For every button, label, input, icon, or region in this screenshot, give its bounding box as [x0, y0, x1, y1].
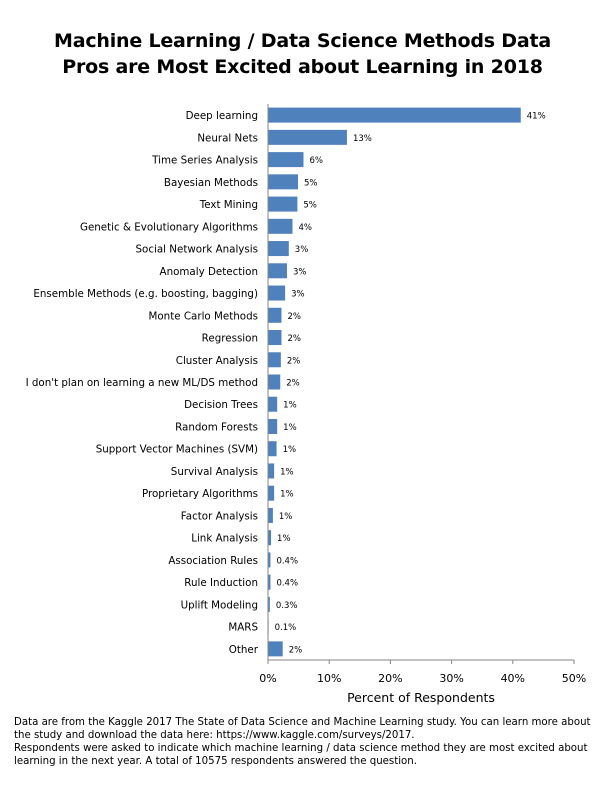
category-label: Time Series Analysis [151, 155, 258, 167]
category-label: Social Network Analysis [136, 244, 259, 256]
bar [268, 352, 281, 368]
category-label: Uplift Modeling [181, 599, 258, 611]
bar [268, 330, 282, 346]
category-label: Rule Induction [184, 577, 258, 589]
bar [268, 641, 283, 657]
bar [268, 307, 282, 323]
category-label: Survival Analysis [171, 466, 258, 478]
bar [268, 552, 271, 568]
category-label: Anomaly Detection [160, 266, 258, 278]
category-label: Factor Analysis [181, 510, 258, 522]
data-label: 2% [287, 356, 301, 366]
footnote-line-2: the study and download the data here: ht… [14, 730, 415, 741]
data-label: 1% [279, 512, 293, 522]
bar-chart: Deep learning 41% Neural Nets 13% Time Serie… [26, 104, 586, 705]
bar [268, 485, 275, 501]
data-label: 3% [293, 267, 307, 277]
category-label: Bayesian Methods [164, 177, 258, 189]
bar [268, 418, 278, 434]
category-label: Random Forests [175, 421, 258, 433]
data-label: 5% [303, 201, 317, 211]
x-tick-label: 0% [259, 672, 276, 685]
category-label: Genetic & Evolutionary Algorithms [80, 221, 258, 233]
bar [268, 196, 298, 212]
data-label: 6% [309, 156, 323, 166]
bar [268, 241, 289, 257]
data-label: 1% [283, 401, 297, 411]
data-label: 3% [295, 245, 309, 255]
chart-title: Machine Learning / Data Science Methods … [0, 28, 605, 80]
footnote-line-1: Data are from the Kaggle 2017 The State … [14, 717, 591, 728]
x-tick-label: 30% [439, 672, 463, 685]
category-label: Other [229, 644, 259, 656]
category-label: Neural Nets [197, 132, 258, 144]
x-tick-label: 50% [562, 672, 586, 685]
category-label: Text Mining [199, 199, 258, 211]
category-label: Decision Trees [184, 399, 258, 411]
x-axis-title: Percent of Respondents [347, 690, 495, 705]
bar [268, 441, 277, 457]
data-label: 4% [298, 223, 312, 233]
data-label: 1% [280, 467, 294, 477]
data-label: 5% [304, 178, 318, 188]
data-label: 0.4% [276, 579, 298, 589]
chart-title-line-2: Pros are Most Excited about Learning in … [62, 56, 543, 78]
bar [268, 507, 273, 523]
bar [268, 396, 278, 412]
data-label: 2% [287, 334, 301, 344]
bar [268, 218, 293, 234]
bar [268, 107, 521, 123]
footnote-line-4: learning in the next year. A total of 10… [14, 756, 417, 767]
category-label: Link Analysis [191, 533, 258, 545]
data-label: 0.4% [276, 556, 298, 566]
bar [268, 596, 270, 612]
data-label: 1% [283, 445, 297, 455]
category-label: Proprietary Algorithms [142, 488, 258, 500]
footnote-line-3: Respondents were asked to indicate which… [14, 743, 588, 754]
data-label: 2% [289, 645, 303, 655]
x-tick-label: 20% [378, 672, 402, 685]
category-label: Support Vector Machines (SVM) [96, 444, 258, 456]
data-label: 13% [353, 134, 372, 144]
category-label: Cluster Analysis [176, 355, 258, 367]
data-label: 0.3% [276, 601, 298, 611]
data-label: 3% [291, 290, 305, 300]
category-label: Monte Carlo Methods [148, 310, 258, 322]
category-label: Association Rules [168, 555, 258, 567]
category-label: Ensemble Methods (e.g. boosting, bagging… [33, 288, 258, 300]
category-label: Regression [202, 333, 258, 345]
bar [268, 152, 304, 168]
bar [268, 574, 271, 590]
bar [268, 174, 298, 190]
category-label: Deep learning [186, 110, 258, 122]
category-label: I don't plan on learning a new ML/DS met… [26, 377, 258, 389]
bar [268, 530, 272, 546]
data-label: 1% [277, 534, 291, 544]
bar [268, 374, 281, 390]
footnote: Data are from the Kaggle 2017 The State … [14, 716, 599, 768]
data-label: 41% [527, 112, 546, 122]
chart-title-line-1: Machine Learning / Data Science Methods … [53, 30, 551, 52]
bar [268, 285, 286, 301]
x-tick-label: 10% [317, 672, 341, 685]
data-label: 2% [287, 312, 301, 322]
data-label: 1% [283, 423, 297, 433]
bar [268, 129, 347, 145]
category-label: MARS [228, 622, 258, 634]
x-tick-label: 40% [501, 672, 525, 685]
data-label: 2% [286, 379, 300, 389]
bar [268, 263, 287, 279]
data-label: 1% [280, 490, 294, 500]
data-label: 0.1% [275, 623, 297, 633]
bar [268, 463, 275, 479]
